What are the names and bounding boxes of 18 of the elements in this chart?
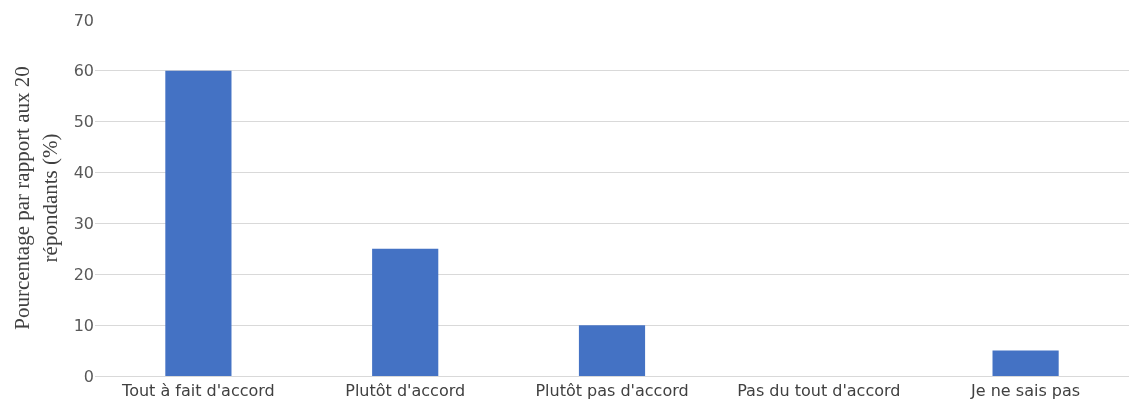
bar [165, 70, 232, 376]
y-tick-label: 20 [73, 264, 94, 284]
bar [578, 325, 646, 376]
x-tick-label: Tout à fait d'accord [121, 381, 275, 401]
bar [372, 248, 439, 376]
y-tick-label: 70 [73, 10, 94, 30]
y-tick-label: 30 [73, 214, 94, 234]
y-tick-label: 40 [73, 163, 94, 183]
y-tick-label: 50 [73, 112, 94, 132]
y-tick-label: 0 [83, 366, 94, 386]
x-tick-label: Pas du tout d'accord [737, 381, 901, 401]
bar [992, 350, 1059, 376]
y-tick-label: 10 [73, 315, 94, 335]
y-tick-label: 60 [73, 61, 94, 81]
x-tick-label: Plutôt d'accord [345, 381, 466, 401]
x-tick-label: Je ne sais pas [970, 381, 1081, 401]
y-axis-title: Pourcentage par rapport aux 20 répondants (%) [10, 66, 62, 330]
x-tick-label: Plutôt pas d'accord [535, 381, 689, 401]
